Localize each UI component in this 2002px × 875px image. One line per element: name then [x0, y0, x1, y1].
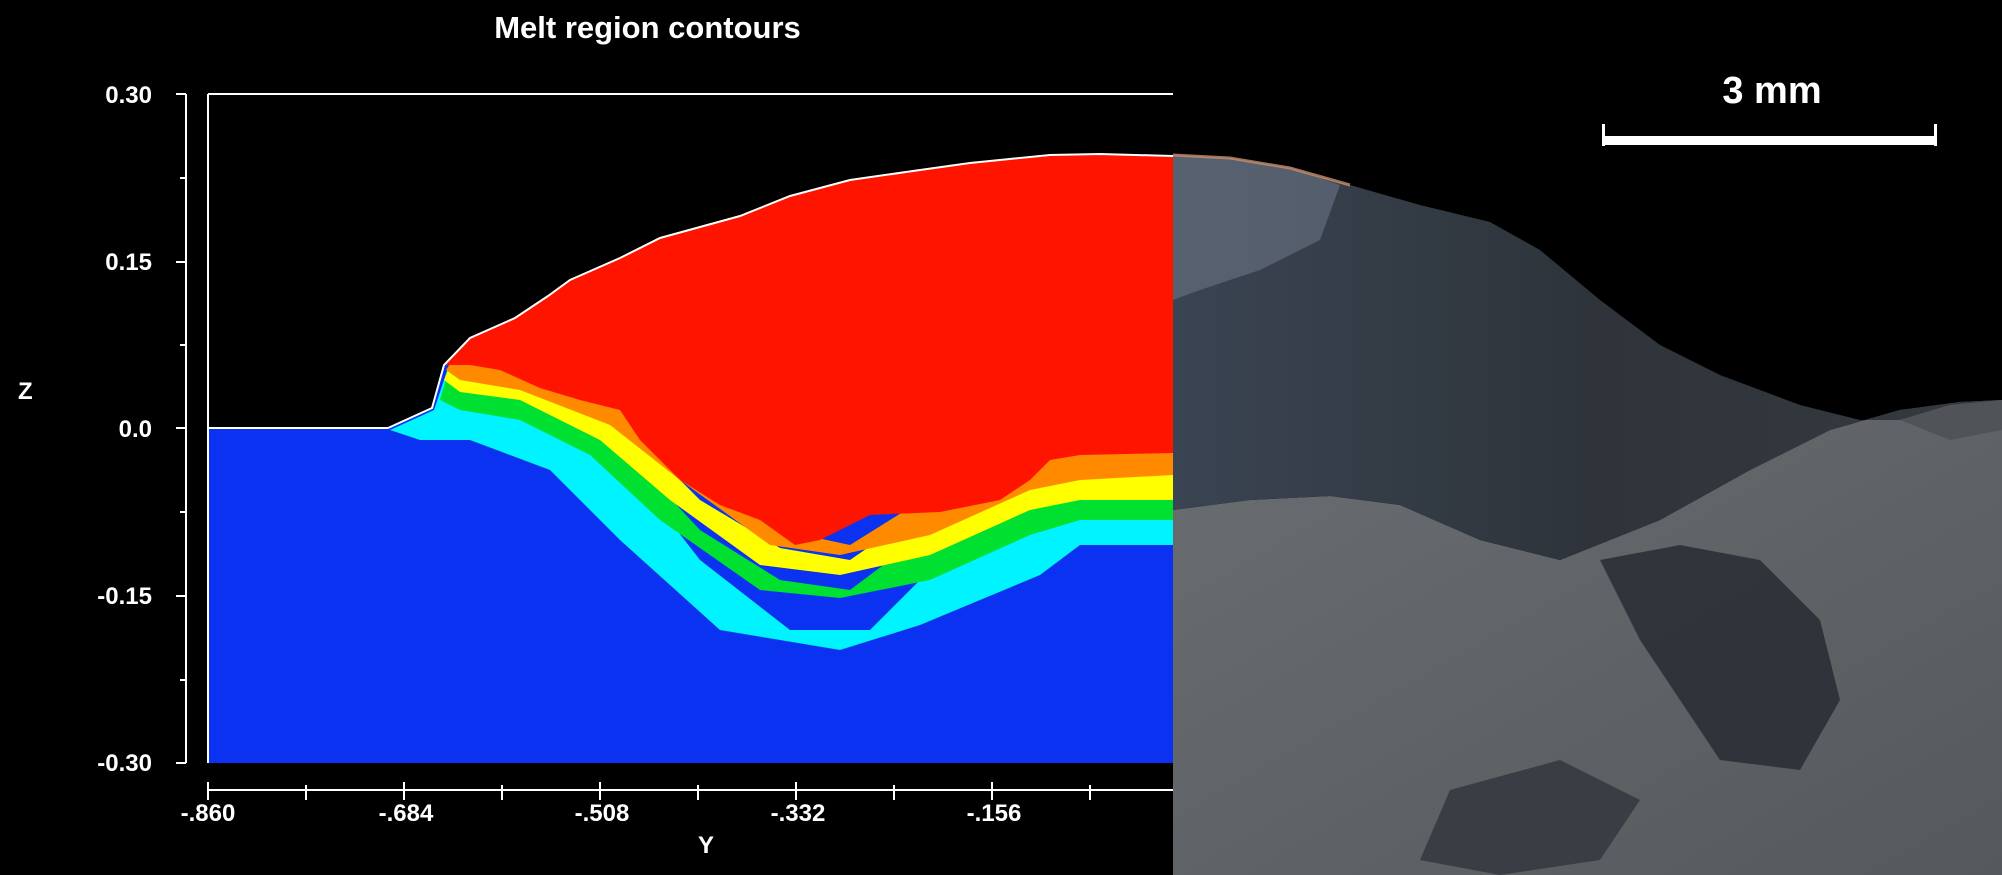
x-axis: [207, 782, 1173, 800]
free-surface-line: [208, 152, 1174, 429]
x-tick-label: -.860: [180, 800, 236, 827]
y-tick-label: 0.30: [105, 82, 152, 109]
scale-bar: [1602, 124, 1937, 146]
y-tick-label: -0.30: [97, 750, 152, 777]
orange-band: [446, 358, 1173, 555]
scale-bar-label: 3 mm: [1722, 70, 1822, 112]
green-band: [440, 365, 1173, 598]
melt-region: [444, 154, 1173, 545]
x-tick-label: -.332: [770, 800, 826, 827]
y-axis: [176, 93, 187, 764]
x-tick-label: -.508: [574, 800, 630, 827]
y-tick-label: -0.15: [97, 583, 152, 610]
yellow-band: [444, 360, 1173, 575]
weld-micrograph: [1172, 0, 2002, 875]
y-tick-label: 0.15: [105, 249, 152, 276]
z-axis-label: Z: [18, 378, 33, 405]
x-tick-label: -.684: [378, 800, 434, 827]
x-tick-label: -.156: [966, 800, 1022, 827]
y-axis-label: Y: [698, 832, 715, 859]
y-tick-label: 0.0: [118, 416, 152, 443]
chart-title: Melt region contours: [494, 10, 801, 45]
